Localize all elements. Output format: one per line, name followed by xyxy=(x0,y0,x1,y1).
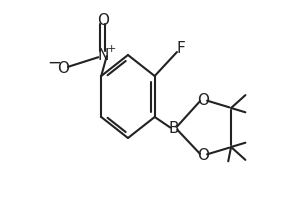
Text: −: − xyxy=(48,53,62,72)
Text: B: B xyxy=(168,121,179,136)
Text: O: O xyxy=(198,147,210,163)
Text: N: N xyxy=(97,48,109,62)
Text: F: F xyxy=(176,40,185,55)
Text: O: O xyxy=(198,92,210,108)
Text: O: O xyxy=(57,61,69,75)
Text: +: + xyxy=(107,44,116,54)
Text: O: O xyxy=(97,13,109,28)
